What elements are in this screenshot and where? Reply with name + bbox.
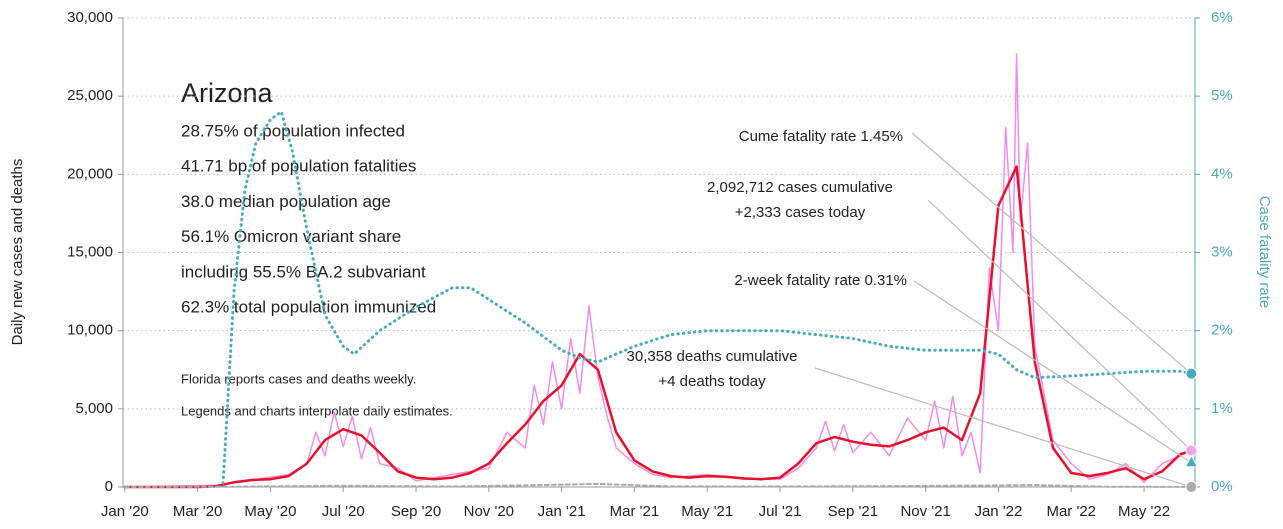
x-tick-label: Mar '22 [1046,503,1096,520]
annotation: +4 deaths today [658,373,766,390]
leader-line [913,280,1192,464]
end-marker [1185,480,1198,493]
x-tick-label: Jan '20 [101,503,149,520]
y2-tick-label: 6% [1211,9,1233,26]
y2-axis-label: Case fatality rate [1256,196,1273,309]
leader-line [911,132,1192,375]
y2-tick-label: 0% [1211,478,1233,495]
annotation: +2,333 cases today [735,204,866,221]
annotation: 2-week fatality rate 0.31% [734,272,907,289]
y-tick-label: 25,000 [67,87,113,104]
annotation: 2,092,712 cases cumulative [707,179,893,196]
x-tick-label: Jul '21 [759,503,802,520]
x-tick-label: Sep '20 [391,503,441,520]
series-line [124,53,1193,488]
x-tick-label: Nov '20 [464,503,514,520]
series-line [123,165,1193,489]
y-tick-label: 30,000 [67,9,113,26]
x-tick-label: May '20 [244,503,296,520]
y-tick-label: 15,000 [67,243,113,260]
series-line [123,482,1193,488]
end-marker [1184,454,1199,468]
y2-tick-label: 3% [1211,243,1233,260]
info-line: 41.71 bp of population fatalities [181,157,416,176]
info-title: Arizona [181,78,274,108]
info-line: including 55.5% BA.2 subvariant [181,262,426,281]
x-tick-label: Nov '21 [900,503,950,520]
end-marker [1185,367,1198,380]
info-note: Legends and charts interpolate daily est… [181,403,453,418]
x-tick-label: Sep '21 [828,503,878,520]
x-tick-label: Mar '21 [610,503,660,520]
info-note: Florida reports cases and deaths weekly. [181,371,416,386]
leader-line [814,367,1192,488]
series-line [221,110,1193,485]
x-tick-label: May '22 [1118,503,1170,520]
leader-line [927,199,1192,451]
x-tick-label: May '21 [681,503,733,520]
annotation: 30,358 deaths cumulative [627,348,798,365]
info-line: 56.1% Omicron variant share [181,227,401,246]
y2-tick-label: 2% [1211,322,1233,339]
y2-tick-label: 1% [1211,400,1233,417]
y-axis-label: Daily new cases and deaths [9,159,26,346]
x-tick-label: Jul '20 [322,503,365,520]
info-line: 62.3% total population immunized [181,297,436,316]
y-tick-label: 20,000 [67,165,113,182]
y2-tick-label: 4% [1211,165,1233,182]
x-tick-label: Mar '20 [173,503,223,520]
y-tick-label: 5,000 [75,400,113,417]
x-tick-label: Jan '21 [538,503,586,520]
annotation: Cume fatality rate 1.45% [739,128,903,145]
y-tick-label: 0 [105,478,113,495]
info-line: 28.75% of population infected [181,121,405,140]
info-line: 38.0 median population age [181,192,391,211]
y2-tick-label: 5% [1211,87,1233,104]
end-marker [1185,444,1198,457]
y-tick-label: 10,000 [67,322,113,339]
x-tick-label: Jan '22 [974,503,1022,520]
